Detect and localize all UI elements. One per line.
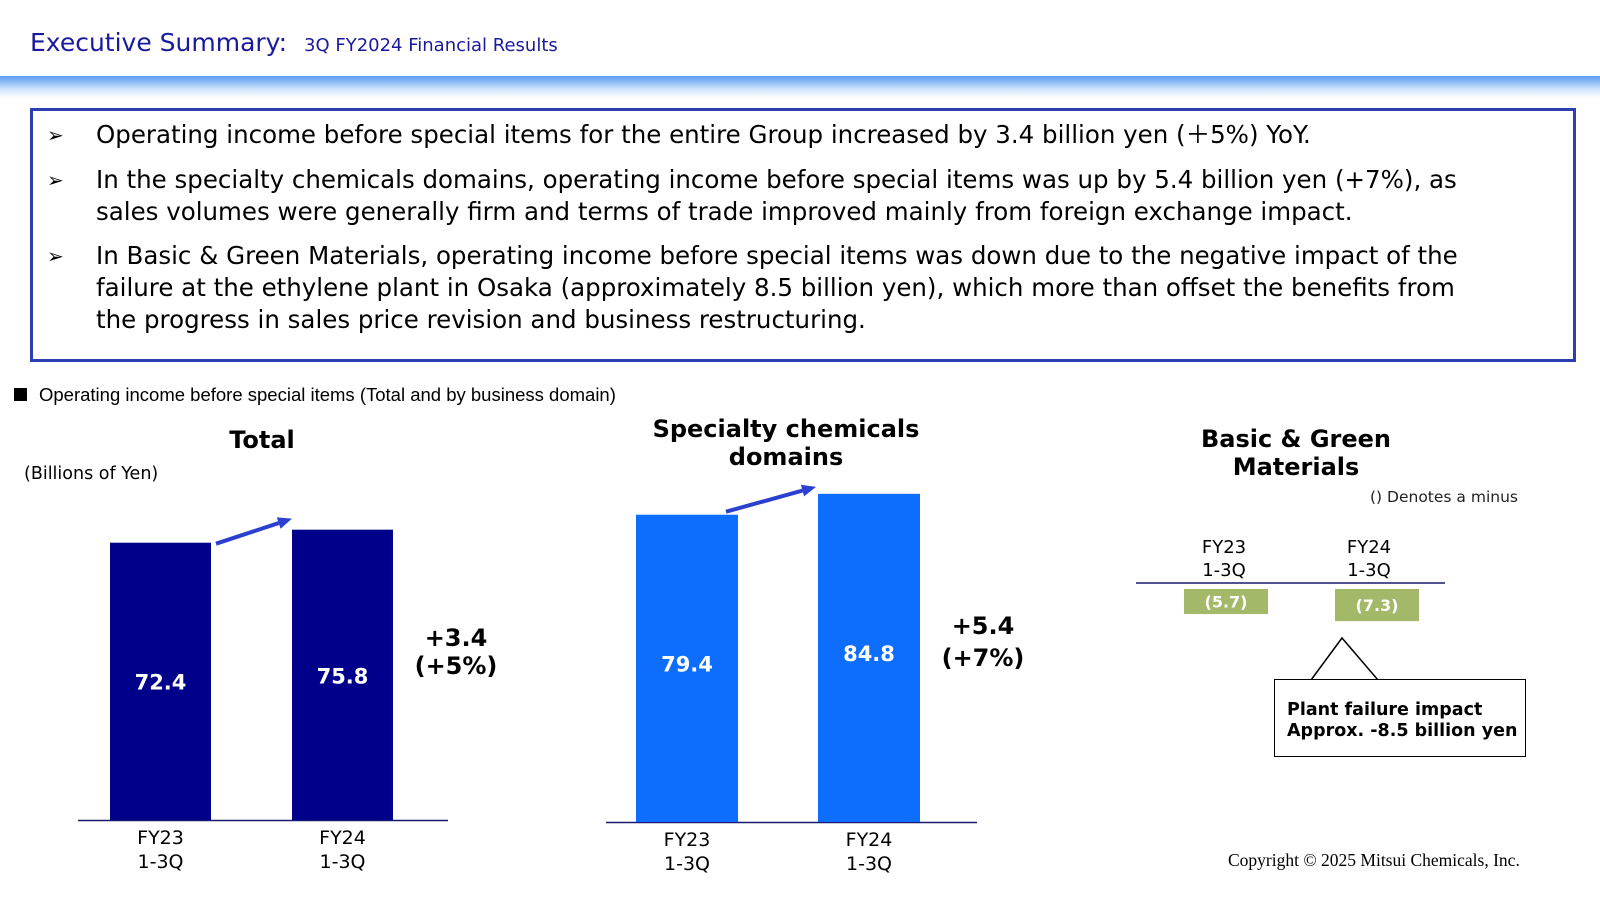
basic-green-chart-title: Basic & Green Materials (1156, 425, 1436, 481)
callout-line-1: Plant failure impact (1287, 700, 1483, 720)
bullet-line: In Basic & Green Materials, operating in… (96, 241, 1458, 270)
total-chart-title: Total (229, 426, 295, 454)
specialty-category-label: FY24 (846, 829, 893, 851)
bullet-line: the progress in sales price revision and… (96, 305, 866, 334)
total-bar-2 (292, 529, 393, 820)
minus-note: () Denotes a minus (1370, 488, 1518, 506)
basic-green-bar-2 (1335, 589, 1419, 622)
total-change-percent: (+5%) (415, 652, 498, 680)
callout-pointer (1310, 636, 1379, 681)
arrow-bullet-icon: ➢ (47, 244, 64, 268)
arrow-bullet-icon: ➢ (47, 123, 64, 147)
basic-green-category-label: 1-3Q (1347, 560, 1391, 581)
total-category-label: FY24 (319, 827, 366, 849)
basic-green-bar-1 (1184, 589, 1268, 615)
bullet-line: In the specialty chemicals domains, oper… (96, 165, 1457, 194)
arrow-bullet-icon: ➢ (47, 168, 64, 192)
title-line: Specialty chemicals (652, 415, 920, 443)
summary-bullet-3: ➢ In Basic & Green Materials, operating … (47, 240, 1547, 336)
plant-failure-callout: Plant failure impact Approx. -8.5 billio… (1274, 679, 1526, 757)
specialty-category-label: 1-3Q (846, 853, 892, 875)
total-category-label: 1-3Q (320, 851, 366, 873)
basic-green-bar-value-label: (7.3) (1356, 596, 1399, 615)
specialty-trend-arrow-shaft (725, 488, 804, 514)
section-label-text: Operating income before special items (T… (39, 384, 616, 405)
summary-bullet-2: ➢ In the specialty chemicals domains, op… (47, 164, 1547, 228)
specialty-change-value: +5.4 (952, 612, 1015, 640)
specialty-category-label: 1-3Q (664, 853, 710, 875)
total-bar-value-label: 72.4 (135, 671, 187, 695)
basic-green-bar-value-label: (5.7) (1205, 593, 1248, 612)
basic-green-category-label: FY24 (1347, 537, 1391, 558)
bullet-line: Operating income before special items fo… (96, 120, 1311, 149)
total-trend-arrow-head (276, 517, 292, 529)
title-line: domains (728, 443, 844, 471)
specialty-bar-2 (818, 493, 920, 822)
summary-bullet-1: ➢ Operating income before special items … (47, 119, 1547, 151)
specialty-bar-value-label: 84.8 (843, 642, 895, 666)
bullet-line: sales volumes were generally firm and te… (96, 197, 1353, 226)
specialty-bar-value-label: 79.4 (661, 652, 713, 676)
callout-line-2: Approx. -8.5 billion yen (1287, 721, 1518, 741)
title-line: Materials (1232, 453, 1360, 481)
unit-label: (Billions of Yen) (24, 464, 159, 484)
bullet-line: failure at the ethylene plant in Osaka (… (96, 273, 1455, 302)
basic-green-category-label: FY23 (1202, 537, 1246, 558)
copyright: Copyright © 2025 Mitsui Chemicals, Inc. (1228, 850, 1520, 870)
total-change-value: +3.4 (425, 624, 488, 652)
specialty-category-label: FY23 (664, 829, 711, 851)
total-trend-arrow-shaft (215, 521, 280, 546)
total-bar-value-label: 75.8 (317, 665, 369, 689)
square-bullet-icon (14, 388, 27, 401)
specialty-trend-arrow-head (800, 484, 816, 497)
total-category-label: FY23 (137, 827, 184, 849)
specialty-chart-title: Specialty chemicals domains (636, 415, 936, 471)
page-subtitle: 3Q FY2024 Financial Results (304, 35, 558, 56)
summary-box: ➢ Operating income before special items … (30, 108, 1576, 362)
header-gradient-band (0, 76, 1600, 98)
total-bar-1 (110, 542, 211, 820)
section-label: Operating income before special items (T… (14, 384, 616, 406)
page-title: Executive Summary: (30, 28, 288, 57)
specialty-change-percent: (+7%) (942, 644, 1025, 672)
total-category-label: 1-3Q (138, 851, 184, 873)
title-line: Basic & Green (1200, 425, 1392, 453)
specialty-bar-1 (636, 514, 738, 822)
basic-green-category-label: 1-3Q (1202, 560, 1246, 581)
